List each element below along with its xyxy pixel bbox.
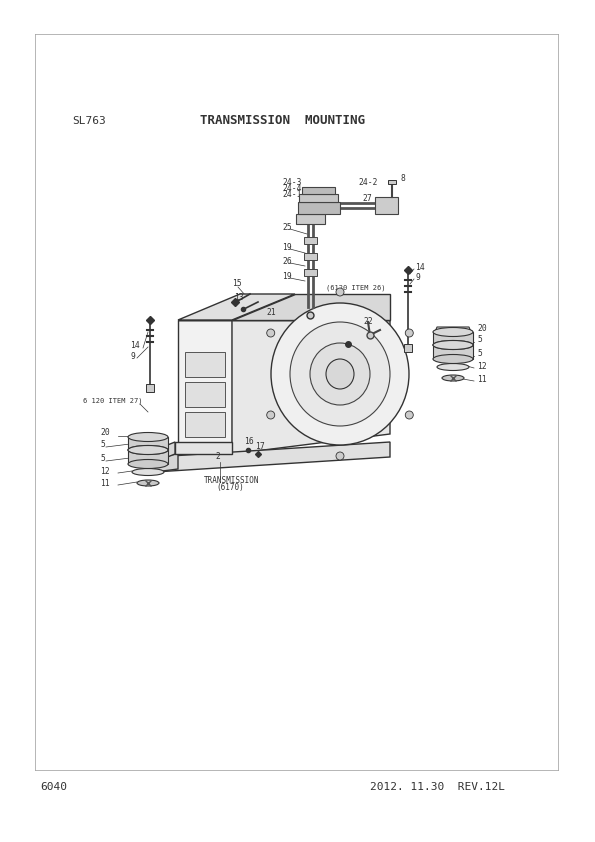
Polygon shape xyxy=(304,237,317,244)
Text: 24-3: 24-3 xyxy=(282,178,302,187)
Polygon shape xyxy=(178,294,295,320)
Polygon shape xyxy=(185,382,225,407)
Ellipse shape xyxy=(128,445,168,455)
Polygon shape xyxy=(185,412,225,437)
Text: 5: 5 xyxy=(477,335,482,344)
Polygon shape xyxy=(388,180,396,184)
Text: 2012. 11.30  REV.12L: 2012. 11.30 REV.12L xyxy=(370,782,505,792)
Polygon shape xyxy=(298,202,340,214)
Polygon shape xyxy=(128,450,168,464)
Text: 22: 22 xyxy=(363,317,372,326)
Ellipse shape xyxy=(336,288,344,296)
Text: 9: 9 xyxy=(415,273,420,282)
Ellipse shape xyxy=(405,329,414,337)
Text: 23: 23 xyxy=(346,330,356,339)
Ellipse shape xyxy=(433,340,473,349)
Polygon shape xyxy=(146,384,154,392)
Text: SL763: SL763 xyxy=(72,116,106,126)
Ellipse shape xyxy=(336,452,344,460)
Text: 27: 27 xyxy=(362,194,372,203)
Ellipse shape xyxy=(437,364,469,370)
Text: 11: 11 xyxy=(477,375,487,384)
Polygon shape xyxy=(128,437,168,450)
Text: 20: 20 xyxy=(100,428,109,437)
Polygon shape xyxy=(302,187,335,194)
Polygon shape xyxy=(404,344,412,352)
Polygon shape xyxy=(155,442,390,472)
Text: 8: 8 xyxy=(400,174,405,183)
Text: TRANSMISSION: TRANSMISSION xyxy=(204,476,259,485)
Ellipse shape xyxy=(435,328,471,335)
Text: 2: 2 xyxy=(215,452,220,461)
Text: 21: 21 xyxy=(266,308,275,317)
Ellipse shape xyxy=(128,460,168,468)
Ellipse shape xyxy=(433,354,473,364)
Text: 24-1: 24-1 xyxy=(282,190,302,199)
Ellipse shape xyxy=(137,480,159,486)
Text: 25: 25 xyxy=(282,223,292,232)
Text: (6120 ITEM 26): (6120 ITEM 26) xyxy=(326,284,386,290)
Ellipse shape xyxy=(290,322,390,426)
Polygon shape xyxy=(299,194,338,202)
Text: 5: 5 xyxy=(100,440,105,449)
Ellipse shape xyxy=(128,433,168,441)
Text: 19: 19 xyxy=(282,243,292,252)
Ellipse shape xyxy=(271,303,409,445)
Polygon shape xyxy=(375,197,398,214)
Ellipse shape xyxy=(442,375,464,381)
Text: 24-2: 24-2 xyxy=(358,178,377,187)
Text: 19: 19 xyxy=(282,272,292,281)
Ellipse shape xyxy=(310,343,370,405)
Ellipse shape xyxy=(132,468,164,476)
Text: 15: 15 xyxy=(232,279,242,288)
Polygon shape xyxy=(433,345,473,359)
Ellipse shape xyxy=(267,329,275,337)
Polygon shape xyxy=(232,294,390,320)
Text: 11: 11 xyxy=(100,479,109,488)
Text: 6040: 6040 xyxy=(40,782,67,792)
Polygon shape xyxy=(178,320,232,454)
Text: 17: 17 xyxy=(255,442,265,451)
Ellipse shape xyxy=(433,328,473,337)
Ellipse shape xyxy=(433,340,473,349)
Text: 5: 5 xyxy=(100,454,105,463)
Ellipse shape xyxy=(128,445,168,455)
Text: 14: 14 xyxy=(415,263,425,272)
Polygon shape xyxy=(304,253,317,260)
Polygon shape xyxy=(175,442,232,454)
Text: 20: 20 xyxy=(477,324,487,333)
Text: 16: 16 xyxy=(244,437,253,446)
Text: 5: 5 xyxy=(477,349,482,358)
Polygon shape xyxy=(232,320,390,454)
Text: 12: 12 xyxy=(100,467,109,476)
Polygon shape xyxy=(296,214,325,224)
Text: 24-4: 24-4 xyxy=(282,184,302,193)
Text: 6 120 ITEM 27): 6 120 ITEM 27) xyxy=(83,397,142,403)
Text: 9: 9 xyxy=(130,352,135,361)
Text: 13: 13 xyxy=(234,293,244,302)
Polygon shape xyxy=(185,352,225,377)
Polygon shape xyxy=(155,454,178,472)
Polygon shape xyxy=(155,442,175,462)
Text: (6170): (6170) xyxy=(216,483,244,492)
Ellipse shape xyxy=(130,434,166,440)
Text: 12: 12 xyxy=(477,362,487,371)
Ellipse shape xyxy=(405,411,414,419)
Polygon shape xyxy=(433,332,473,345)
Ellipse shape xyxy=(267,411,275,419)
Text: 14: 14 xyxy=(130,341,140,350)
Polygon shape xyxy=(304,269,317,276)
Polygon shape xyxy=(435,327,471,332)
Ellipse shape xyxy=(326,359,354,389)
Text: TRANSMISSION  MOUNTING: TRANSMISSION MOUNTING xyxy=(200,114,365,127)
Text: 26: 26 xyxy=(282,257,292,266)
